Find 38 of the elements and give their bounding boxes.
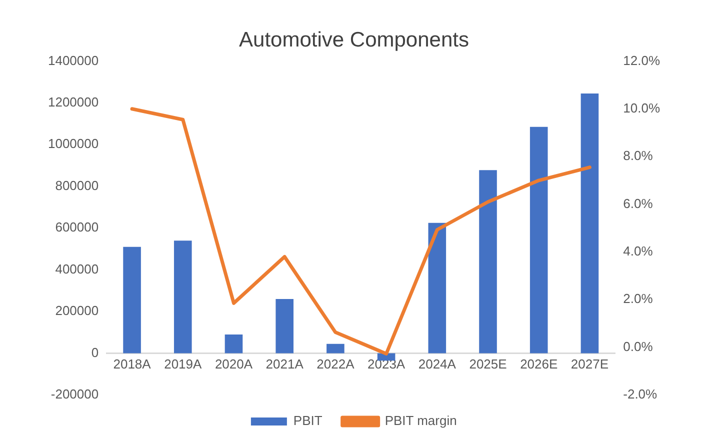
y-tick-label: 0 (91, 344, 99, 360)
bar (224, 334, 243, 354)
bar (276, 299, 294, 354)
y2-tick-label: 6.0% (623, 196, 654, 211)
bar (174, 240, 192, 354)
bar (530, 126, 548, 354)
x-tick-label: 2020A (214, 356, 253, 372)
y2-tick-label: 10.0% (623, 100, 660, 116)
x-tick-label: 2025E (469, 356, 508, 372)
y-tick-label: 400000 (55, 261, 99, 276)
x-tick-label: 2019A (164, 356, 202, 372)
bar (580, 94, 599, 354)
x-tick-label: 2024A (418, 356, 456, 372)
chart-title: Automotive Components (239, 28, 469, 52)
bar (428, 222, 446, 354)
x-tick-label: 2022A (316, 356, 355, 372)
y2-tick-label: 0.0% (623, 338, 654, 354)
x-tick-label: 2018A (113, 356, 152, 372)
x-tick-label: 2026E (520, 356, 558, 372)
y-tick-label: 1200000 (48, 94, 99, 110)
bar (326, 344, 344, 354)
y-tick-label: 800000 (55, 178, 99, 193)
legend-label: PBIT margin (384, 413, 457, 428)
y-tick-label: 600000 (55, 220, 99, 235)
y2-tick-label: 4.0% (623, 244, 654, 259)
y-tick-label: 1000000 (48, 136, 99, 152)
y2-tick-label: 2.0% (623, 291, 654, 306)
x-tick-label: 2027E (570, 356, 609, 372)
y-tick-label: -200000 (50, 386, 99, 402)
y-tick-label: 1400000 (48, 52, 99, 68)
bar (479, 170, 497, 354)
legend-label: PBIT (293, 413, 322, 428)
y-tick-label: 200000 (55, 303, 99, 318)
y2-tick-label: -2.0% (623, 386, 658, 402)
x-tick-label: 2021A (266, 356, 304, 372)
bar (123, 246, 141, 354)
y2-tick-label: 12.0% (623, 52, 660, 68)
y2-tick-label: 8.0% (623, 148, 654, 164)
